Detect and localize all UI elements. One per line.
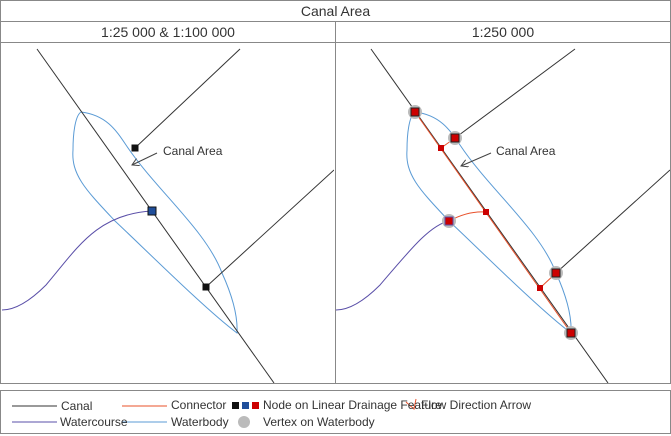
waterbody <box>72 111 238 334</box>
node-red <box>444 216 454 226</box>
node-red <box>410 107 420 117</box>
node-black <box>202 283 210 291</box>
annotation-canal-area-right: Canal Area <box>496 144 556 158</box>
legend-canal-label: Canal <box>61 399 93 413</box>
canal-main <box>36 48 275 383</box>
annotation-arrow <box>132 152 158 165</box>
legend-watercourse-label: Watercourse <box>60 415 128 429</box>
watercourse <box>336 220 450 311</box>
watercourse <box>1 210 153 311</box>
left-panel-features <box>1 48 334 383</box>
legend-node-black <box>232 402 239 409</box>
node-red <box>438 145 444 151</box>
right-panel-features <box>336 48 670 383</box>
node-red <box>551 268 561 278</box>
legend-waterbody-label: Waterbody <box>171 415 229 429</box>
canal-branch-upper <box>134 48 241 149</box>
node-red <box>450 133 460 143</box>
legend-vertex <box>238 416 250 428</box>
legend-connector-label: Connector <box>171 398 227 412</box>
annotation-canal-area-left: Canal Area <box>163 144 223 158</box>
legend-node-red <box>252 402 259 409</box>
legend-node-label: Node on Linear Drainage Feature <box>263 398 442 412</box>
node-red <box>566 328 576 338</box>
canal-branch-lower <box>205 169 334 288</box>
annotation-arrow <box>461 152 492 166</box>
legend-flow-arrow-icon <box>405 398 417 410</box>
node-blue <box>147 206 157 216</box>
legend-node-blue <box>242 402 249 409</box>
canal-branch-upper <box>454 48 576 139</box>
node-black <box>131 144 139 152</box>
legend-vertex-label: Vertex on Waterbody <box>263 415 375 429</box>
node-red <box>483 209 489 215</box>
node-red <box>537 285 543 291</box>
legend-flow-arrow-label: Flow Direction Arrow <box>421 398 532 412</box>
canal-branch-lower <box>555 169 670 274</box>
